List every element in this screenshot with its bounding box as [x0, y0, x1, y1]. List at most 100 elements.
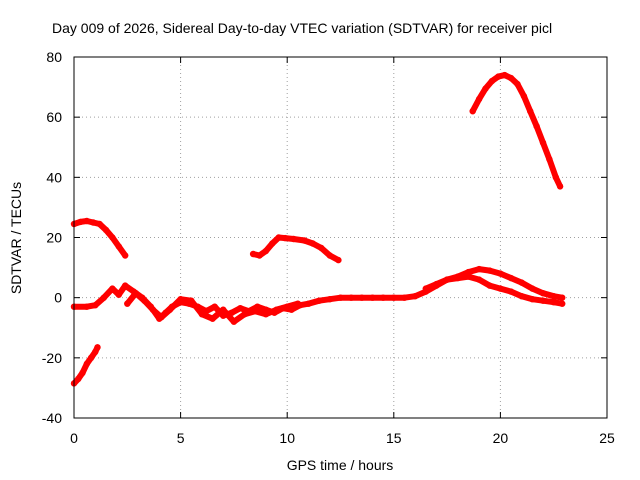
data-point — [401, 294, 408, 301]
data-point — [177, 296, 184, 303]
data-point — [249, 250, 257, 258]
x-tick-label: 0 — [70, 430, 78, 446]
data-point — [422, 285, 429, 292]
data-point — [488, 77, 496, 85]
data-point — [188, 297, 195, 304]
x-tick-label: 15 — [386, 430, 402, 446]
data-point — [305, 300, 312, 307]
data-point — [290, 235, 297, 243]
data-point — [546, 156, 553, 163]
data-point — [369, 294, 376, 301]
data-point — [273, 306, 280, 313]
chart-title: Day 009 of 2026, Sidereal Day-to-day VTE… — [52, 20, 552, 36]
data-point — [132, 290, 139, 297]
data-point — [83, 360, 91, 368]
data-point — [507, 274, 515, 282]
data-point — [241, 311, 248, 318]
y-tick-label: 60 — [46, 109, 62, 125]
data-point — [316, 297, 323, 304]
data-point — [115, 291, 123, 298]
data-point — [102, 226, 110, 234]
data-point — [552, 174, 559, 181]
data-series — [70, 71, 566, 387]
data-point — [87, 354, 95, 361]
data-point — [379, 294, 387, 301]
data-point — [518, 293, 525, 300]
data-point — [326, 296, 333, 303]
x-tick-label: 25 — [599, 430, 615, 446]
data-point — [309, 240, 316, 247]
data-point — [337, 294, 344, 301]
data-point — [301, 237, 308, 244]
data-point — [486, 267, 493, 274]
data-point — [529, 296, 536, 303]
data-point — [252, 308, 259, 315]
data-point — [539, 297, 547, 304]
data-point — [495, 73, 502, 80]
data-point — [501, 71, 508, 79]
data-point — [141, 297, 148, 304]
data-point — [109, 234, 116, 241]
data-point — [158, 314, 165, 321]
y-tick-label: -40 — [42, 410, 62, 426]
data-point — [514, 80, 521, 88]
data-point — [77, 218, 84, 226]
y-axis-label: SDTVAR / TECUs — [8, 182, 24, 294]
data-point — [124, 300, 131, 307]
y-tick-label: 0 — [54, 290, 62, 306]
data-point — [284, 303, 291, 310]
data-point — [411, 293, 419, 300]
data-point — [335, 256, 342, 264]
series-arc-5 — [71, 266, 566, 322]
data-point — [83, 217, 91, 225]
data-point — [507, 288, 515, 295]
data-point — [262, 311, 270, 318]
data-point — [90, 219, 97, 226]
data-point — [198, 311, 206, 318]
data-point — [559, 300, 566, 307]
data-point — [275, 234, 282, 241]
data-point — [469, 108, 476, 115]
data-point — [518, 279, 525, 286]
data-point — [559, 294, 566, 301]
data-point — [475, 265, 483, 273]
y-tick-label: 40 — [46, 169, 62, 185]
data-point — [348, 294, 355, 301]
data-point — [75, 375, 82, 383]
data-point — [482, 85, 489, 92]
x-tick-label: 5 — [177, 430, 185, 446]
data-point — [230, 318, 238, 325]
data-point — [358, 294, 365, 301]
data-point — [92, 302, 99, 309]
data-point — [520, 92, 528, 100]
y-tick-label: -20 — [42, 350, 62, 366]
data-point — [94, 344, 101, 351]
data-point — [262, 247, 270, 255]
x-tick-label: 20 — [493, 430, 509, 446]
data-point — [237, 305, 244, 312]
data-point — [294, 300, 302, 307]
x-axis-label: GPS time / hours — [287, 457, 394, 473]
data-point — [539, 139, 547, 146]
data-point — [326, 252, 333, 259]
data-point — [281, 234, 289, 242]
data-point — [100, 294, 108, 301]
data-point — [269, 240, 276, 247]
data-point — [166, 306, 174, 313]
data-point — [497, 270, 504, 277]
data-point — [256, 252, 263, 259]
y-tick-label: 80 — [46, 49, 62, 65]
data-point — [527, 108, 534, 115]
axis-ticks: 0 5 10 15 20 25 -40 -20 0 20 40 60 80 — [42, 49, 615, 446]
x-tick-label: 10 — [279, 430, 295, 446]
data-point — [115, 243, 123, 250]
data-point — [486, 282, 493, 289]
series-arc-4 — [469, 72, 564, 190]
data-point — [475, 276, 483, 283]
data-point — [390, 294, 397, 301]
data-point — [465, 273, 472, 280]
data-point — [550, 299, 557, 306]
data-point — [454, 274, 461, 282]
data-point — [539, 290, 547, 297]
